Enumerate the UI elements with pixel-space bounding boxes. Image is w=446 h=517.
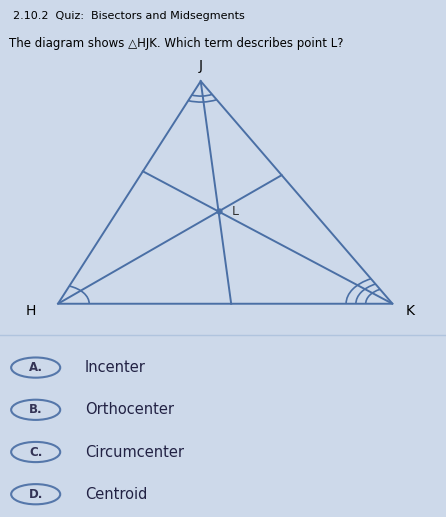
Text: 2.10.2  Quiz:  Bisectors and Midsegments: 2.10.2 Quiz: Bisectors and Midsegments <box>13 11 245 21</box>
Text: H: H <box>25 303 36 318</box>
Text: D.: D. <box>29 488 43 501</box>
Text: Centroid: Centroid <box>85 486 147 501</box>
Text: B.: B. <box>29 403 42 416</box>
Text: Circumcenter: Circumcenter <box>85 445 184 460</box>
Text: C.: C. <box>29 446 42 459</box>
Text: K: K <box>406 303 415 318</box>
Text: A.: A. <box>29 361 43 374</box>
Text: Orthocenter: Orthocenter <box>85 402 174 417</box>
Text: L: L <box>232 205 239 218</box>
Text: J: J <box>199 59 202 73</box>
Text: The diagram shows △HJK. Which term describes point L?: The diagram shows △HJK. Which term descr… <box>9 37 343 51</box>
Text: Incenter: Incenter <box>85 360 145 375</box>
